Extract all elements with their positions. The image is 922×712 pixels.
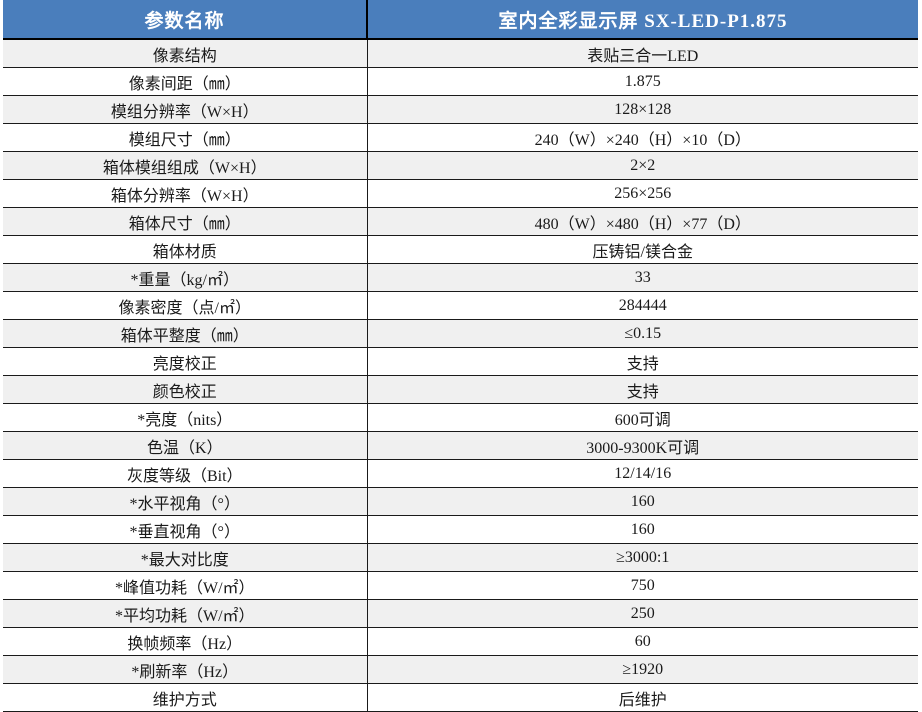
header-cell-product-name: 室内全彩显示屏 SX-LED-P1.875 <box>367 0 918 40</box>
table-header: 参数名称 室内全彩显示屏 SX-LED-P1.875 <box>3 0 918 40</box>
table-row: 箱体尺寸（㎜） 480（W）×480（H）×77（D） <box>3 207 918 236</box>
parameter-value-cell: 33 <box>367 263 918 292</box>
header-row: 参数名称 室内全彩显示屏 SX-LED-P1.875 <box>3 0 918 40</box>
parameter-name-cell: *水平视角（°） <box>3 487 368 516</box>
table-row: 箱体材质 压铸铝/镁合金 <box>3 235 918 264</box>
parameter-value-cell: 240（W）×240（H）×10（D） <box>367 123 918 152</box>
table-row: 亮度校正 支持 <box>3 347 918 376</box>
parameter-name-cell: *最大对比度 <box>3 543 368 572</box>
parameter-name-cell: *平均功耗（W/㎡） <box>3 599 368 628</box>
table-row: *重量（kg/㎡） 33 <box>3 263 918 292</box>
parameter-value-cell: 256×256 <box>367 179 918 208</box>
parameter-value-cell: 压铸铝/镁合金 <box>367 235 918 264</box>
parameter-name-cell: 像素间距（㎜） <box>3 67 368 96</box>
parameter-value-cell: 160 <box>367 515 918 544</box>
table-row: 换帧频率（Hz） 60 <box>3 627 918 656</box>
parameter-value-cell: 2×2 <box>367 151 918 180</box>
table-row: *亮度（nits） 600可调 <box>3 403 918 432</box>
table-row: *垂直视角（°） 160 <box>3 515 918 544</box>
parameter-name-cell: *刷新率（Hz） <box>3 655 368 684</box>
table-row: *水平视角（°） 160 <box>3 487 918 516</box>
parameter-name-cell: 像素结构 <box>3 39 368 68</box>
parameter-value-cell: 表贴三合一LED <box>367 39 918 68</box>
table-row: *平均功耗（W/㎡） 250 <box>3 599 918 628</box>
parameter-name-cell: 色温（K） <box>3 431 368 460</box>
parameter-name-cell: 箱体材质 <box>3 235 368 264</box>
parameter-value-cell: 3000-9300K可调 <box>367 431 918 460</box>
table-body: 像素结构 表贴三合一LED 像素间距（㎜） 1.875 模组分辨率（W×H） 128×12… <box>3 39 918 712</box>
parameter-value-cell: 250 <box>367 599 918 628</box>
parameter-value-cell: 600可调 <box>367 403 918 432</box>
parameter-name-cell: 模组尺寸（㎜） <box>3 123 368 152</box>
parameter-name-cell: *重量（kg/㎡） <box>3 263 368 292</box>
parameter-value-cell: 60 <box>367 627 918 656</box>
spec-table-container: 参数名称 室内全彩显示屏 SX-LED-P1.875 像素结构 表贴三合一LED 像… <box>3 0 918 712</box>
table-row: 色温（K） 3000-9300K可调 <box>3 431 918 460</box>
table-row: 颜色校正 支持 <box>3 375 918 404</box>
table-row: 灰度等级（Bit） 12/14/16 <box>3 459 918 488</box>
parameter-name-cell: 箱体分辨率（W×H） <box>3 179 368 208</box>
table-row: 箱体分辨率（W×H） 256×256 <box>3 179 918 208</box>
table-row: *峰值功耗（W/㎡） 750 <box>3 571 918 600</box>
parameter-name-cell: *亮度（nits） <box>3 403 368 432</box>
table-row: 像素间距（㎜） 1.875 <box>3 67 918 96</box>
table-row: 箱体平整度（㎜） ≤0.15 <box>3 319 918 348</box>
parameter-name-cell: 换帧频率（Hz） <box>3 627 368 656</box>
parameter-value-cell: ≥3000:1 <box>367 543 918 572</box>
parameter-name-cell: 亮度校正 <box>3 347 368 376</box>
table-row: *刷新率（Hz） ≥1920 <box>3 655 918 684</box>
parameter-name-cell: *垂直视角（°） <box>3 515 368 544</box>
parameter-value-cell: 12/14/16 <box>367 459 918 488</box>
parameter-value-cell: 284444 <box>367 291 918 320</box>
parameter-name-cell: 模组分辨率（W×H） <box>3 95 368 124</box>
table-row: 箱体模组组成（W×H） 2×2 <box>3 151 918 180</box>
parameter-value-cell: 支持 <box>367 347 918 376</box>
table-row: 像素结构 表贴三合一LED <box>3 39 918 68</box>
parameter-value-cell: 480（W）×480（H）×77（D） <box>367 207 918 236</box>
parameter-name-cell: 箱体平整度（㎜） <box>3 319 368 348</box>
table-row: 模组分辨率（W×H） 128×128 <box>3 95 918 124</box>
table-row: *最大对比度 ≥3000:1 <box>3 543 918 572</box>
parameter-value-cell: 160 <box>367 487 918 516</box>
parameter-value-cell: ≥1920 <box>367 655 918 684</box>
parameter-value-cell: 1.875 <box>367 67 918 96</box>
table-row: 模组尺寸（㎜） 240（W）×240（H）×10（D） <box>3 123 918 152</box>
header-cell-parameter-name: 参数名称 <box>3 0 368 40</box>
parameter-value-cell: 支持 <box>367 375 918 404</box>
parameter-name-cell: 灰度等级（Bit） <box>3 459 368 488</box>
table-row: 像素密度（点/㎡） 284444 <box>3 291 918 320</box>
parameter-value-cell: 128×128 <box>367 95 918 124</box>
parameter-name-cell: 箱体尺寸（㎜） <box>3 207 368 236</box>
led-specification-table: 参数名称 室内全彩显示屏 SX-LED-P1.875 像素结构 表贴三合一LED 像… <box>3 0 918 712</box>
parameter-name-cell: 颜色校正 <box>3 375 368 404</box>
parameter-value-cell: ≤0.15 <box>367 319 918 348</box>
parameter-name-cell: 像素密度（点/㎡） <box>3 291 368 320</box>
parameter-name-cell: 箱体模组组成（W×H） <box>3 151 368 180</box>
parameter-name-cell: *峰值功耗（W/㎡） <box>3 571 368 600</box>
parameter-value-cell: 750 <box>367 571 918 600</box>
